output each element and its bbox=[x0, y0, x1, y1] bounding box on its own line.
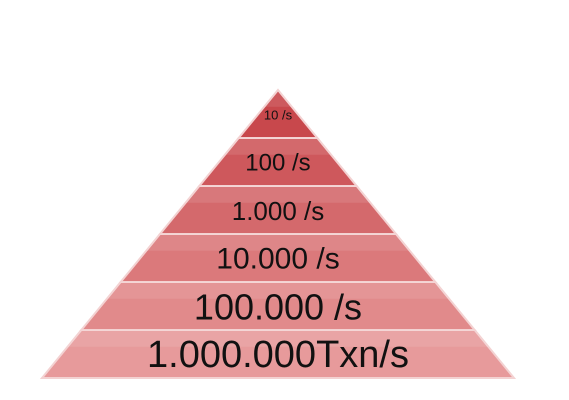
pyramid-labels: 10 /s 100 /s 1.000 /s 10.000 /s 100.000 /s 1.… bbox=[147, 107, 409, 376]
pyramid-tier-label-5: 100.000 /s bbox=[194, 287, 362, 328]
pyramid-tier-highlight-1 bbox=[264, 90, 292, 107]
pyramid-tiers bbox=[39, 88, 517, 379]
pyramid-tier-highlight-5 bbox=[106, 282, 450, 299]
pyramid-tier-label-3: 1.000 /s bbox=[232, 196, 325, 226]
pyramid-tier-highlight-2 bbox=[224, 138, 332, 155]
pyramid-tier-label-4: 10.000 /s bbox=[216, 243, 339, 276]
pyramid-tier-label-1: 10 /s bbox=[264, 107, 293, 122]
pyramid-tier-highlight-6 bbox=[67, 330, 489, 347]
pyramid-tier-label-6: 1.000.000Txn/s bbox=[147, 334, 409, 376]
pyramid-tier-6 bbox=[39, 329, 517, 379]
pyramid-tier-label-2: 100 /s bbox=[245, 150, 310, 177]
pyramid-tier-highlight-3 bbox=[185, 186, 371, 203]
pyramid-tier-highlight-4 bbox=[146, 234, 410, 251]
